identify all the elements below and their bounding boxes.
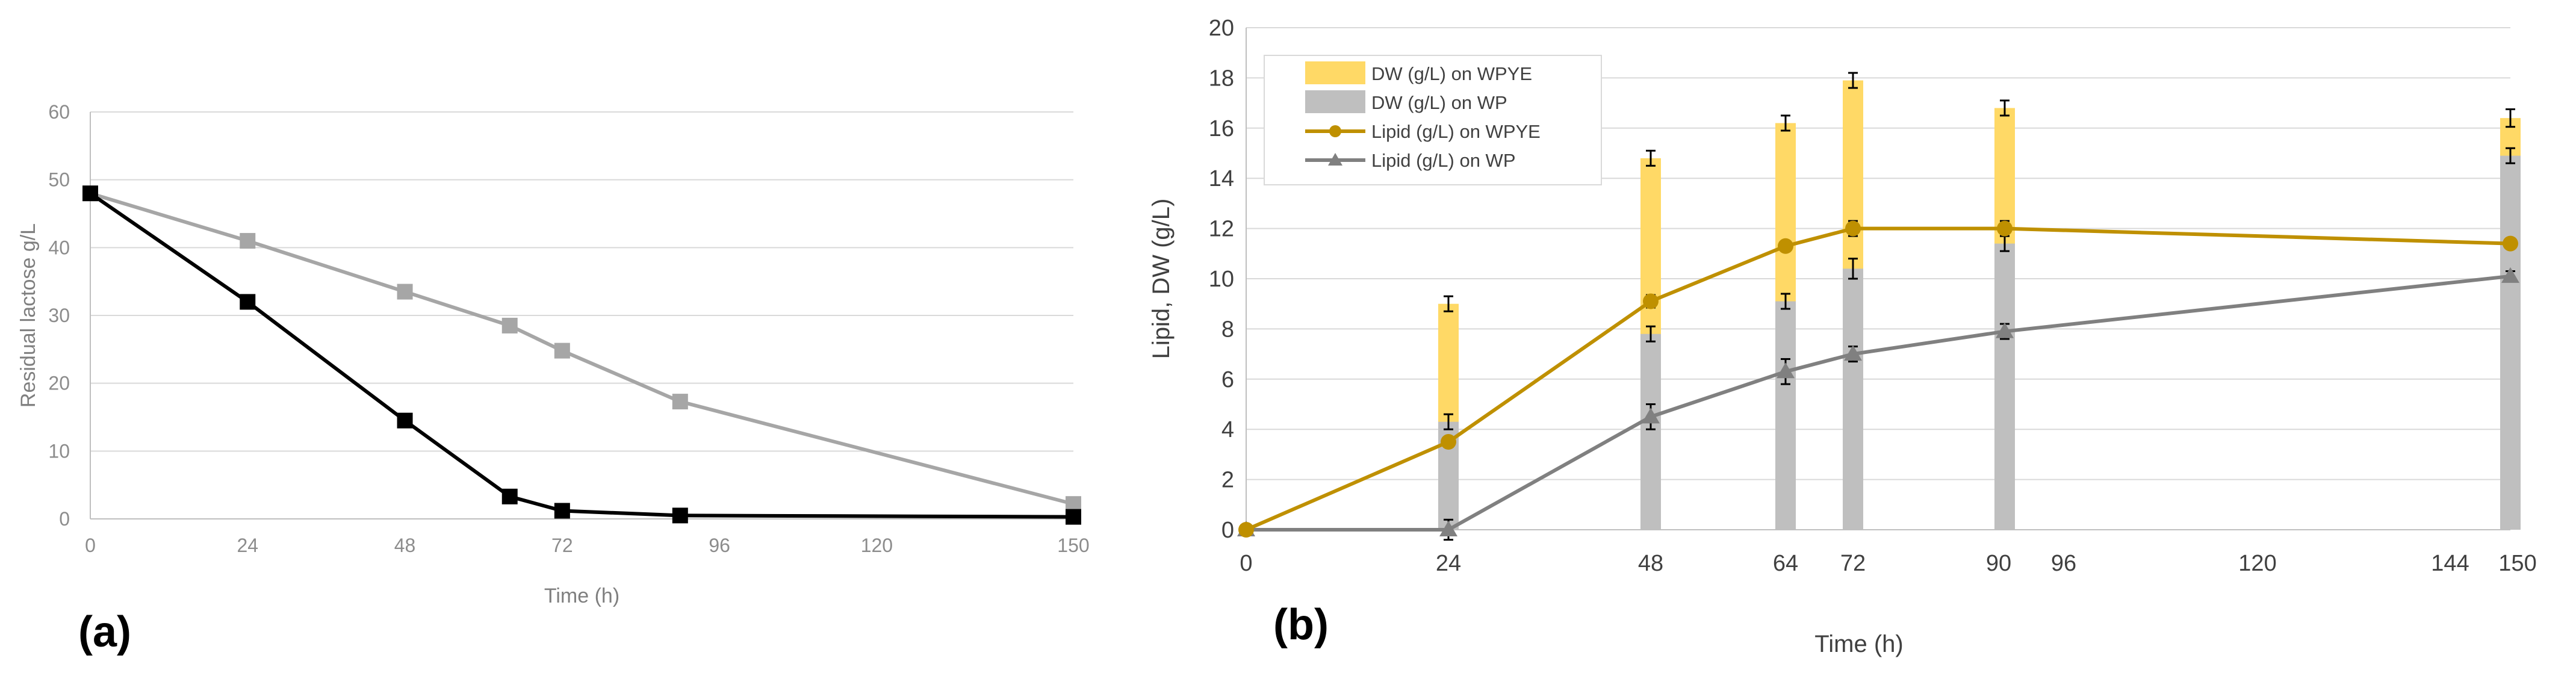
b-bars-group <box>1438 72 2521 530</box>
b-y-tick-10: 10 <box>1209 267 1234 292</box>
a-y-tick-40: 40 <box>48 237 70 258</box>
a-marker-wp-24 <box>240 233 256 249</box>
a-marker-wpye-64 <box>501 488 518 504</box>
b-x-tick-48: 48 <box>1638 551 1663 576</box>
a-marker-wp-48 <box>397 284 413 300</box>
b-x-tick-72: 72 <box>1840 551 1866 576</box>
b-marker-lipid-g-l-on-wp-72 <box>1844 345 1862 361</box>
a-y-tick-20: 20 <box>48 373 70 394</box>
b-x-tick-120: 120 <box>2238 551 2276 576</box>
b-legend-label-dw-g-l-on-wp: DW (g/L) on WP <box>1371 92 1507 113</box>
b-legend-swatch-dw-g-l-on-wp <box>1305 90 1365 113</box>
b-x-axis-title: Time (h) <box>1814 631 1903 657</box>
b-marker-lipid-g-l-on-wp-24 <box>1439 521 1457 536</box>
b-x-tick-24: 24 <box>1436 551 1461 576</box>
b-bar-dw-g-l-on-wp-64 <box>1775 301 1796 530</box>
a-x-tick-48: 48 <box>394 535 416 556</box>
b-legend-label-dw-g-l-on-wpye: DW (g/L) on WPYE <box>1371 63 1532 84</box>
b-marker-lipid-g-l-on-wp-64 <box>1777 362 1795 379</box>
b-x-tick-150: 150 <box>2498 551 2536 576</box>
a-marker-wpye-90 <box>672 507 688 524</box>
a-x-tick-0: 0 <box>85 535 96 556</box>
panel-b-label: (b) <box>1273 601 1329 649</box>
a-y-tick-10: 10 <box>48 440 70 462</box>
a-x-axis-title: Time (h) <box>544 585 619 607</box>
b-legend-label-lipid-g-l-on-wp: Lipid (g/L) on WP <box>1371 150 1516 171</box>
panel-a-label: (a) <box>78 608 131 656</box>
panel-a-chart: 0 10 20 30 40 50 60 0 24 48 72 96 120 150 Time (h) Re… <box>17 101 1090 656</box>
b-y-tick-6: 6 <box>1221 367 1234 392</box>
a-series-group <box>82 185 1081 525</box>
b-bar-dw-g-l-on-wp-150 <box>2500 155 2521 530</box>
a-y-tick-60: 60 <box>48 101 70 123</box>
a-marker-wpye-24 <box>240 294 256 310</box>
a-x-tick-24: 24 <box>237 535 258 556</box>
b-legend-marker-lipid-g-l-on-wpye <box>1329 125 1341 137</box>
a-y-tick-30: 30 <box>48 305 70 326</box>
b-bar-dw-g-l-on-wp-48 <box>1640 333 1661 530</box>
b-y-tick-2: 2 <box>1221 468 1234 493</box>
b-legend-swatch-dw-g-l-on-wpye <box>1305 61 1365 84</box>
a-y-tick-50: 50 <box>48 169 70 191</box>
a-marker-wp-72 <box>554 343 570 359</box>
b-lines-group <box>1237 220 2519 541</box>
b-legend: DW (g/L) on WPYE DW (g/L) on WP Lipid (g/L… <box>1264 55 1602 185</box>
a-marker-wpye-0 <box>82 185 98 202</box>
b-y-tick-18: 18 <box>1209 66 1234 91</box>
a-x-tick-96: 96 <box>709 535 730 556</box>
b-legend-marker-lipid-g-l-on-wp <box>1328 153 1342 166</box>
b-bar-dw-g-l-on-wp-72 <box>1843 268 1863 530</box>
b-x-tick-64: 64 <box>1773 551 1798 576</box>
b-x-tick-90: 90 <box>1986 551 2011 576</box>
b-marker-lipid-g-l-on-wp-48 <box>1642 408 1660 424</box>
a-series-line-wpye <box>89 191 1074 519</box>
b-y-tick-0: 0 <box>1221 518 1234 543</box>
a-series-line-wp <box>90 191 1074 506</box>
b-marker-lipid-g-l-on-wpye-150 <box>2503 235 2518 252</box>
b-y-tick-14: 14 <box>1209 166 1234 191</box>
b-marker-lipid-g-l-on-wp-150 <box>2501 267 2519 283</box>
b-marker-lipid-g-l-on-wpye-72 <box>1845 220 1861 237</box>
b-marker-lipid-g-l-on-wpye-64 <box>1778 238 1793 254</box>
a-x-tick-150: 150 <box>1057 535 1089 556</box>
b-series-line-lipid-g-l-on-wp <box>1246 274 2511 532</box>
a-marker-wp-90 <box>672 394 688 410</box>
b-y-tick-8: 8 <box>1221 317 1234 342</box>
b-bar-dw-g-l-on-wp-90 <box>1994 243 2015 530</box>
b-marker-lipid-g-l-on-wpye-90 <box>1997 220 2013 237</box>
b-x-tick-96: 96 <box>2051 551 2076 576</box>
b-legend-label-lipid-g-l-on-wpye: Lipid (g/L) on WPYE <box>1371 121 1541 142</box>
a-x-tick-72: 72 <box>551 535 573 556</box>
a-gridlines <box>90 111 1073 519</box>
b-y-tick-12: 12 <box>1209 217 1234 242</box>
a-x-tick-120: 120 <box>861 535 893 556</box>
b-marker-lipid-g-l-on-wpye-0 <box>1238 522 1254 538</box>
b-x-tick-144: 144 <box>2431 551 2469 576</box>
a-marker-wpye-72 <box>554 503 570 519</box>
b-y-axis-title: Lipid, DW (g/L) <box>1148 199 1175 359</box>
b-marker-lipid-g-l-on-wp-90 <box>1996 322 2014 338</box>
b-marker-lipid-g-l-on-wpye-24 <box>1441 434 1456 450</box>
b-y-tick-4: 4 <box>1221 417 1234 442</box>
a-marker-wpye-48 <box>397 412 413 429</box>
a-tick-labels: 0 10 20 30 40 50 60 0 24 48 72 96 120 150 <box>48 101 1089 556</box>
b-x-tick-0: 0 <box>1240 551 1252 576</box>
a-marker-wpye-150 <box>1066 509 1081 525</box>
b-y-tick-16: 16 <box>1209 116 1234 141</box>
a-marker-wp-64 <box>501 317 518 333</box>
b-marker-lipid-g-l-on-wpye-48 <box>1643 293 1659 309</box>
b-y-tick-20: 20 <box>1209 16 1234 41</box>
a-y-tick-0: 0 <box>59 508 70 530</box>
a-y-axis-title: Residual lactose g/L <box>17 223 40 408</box>
